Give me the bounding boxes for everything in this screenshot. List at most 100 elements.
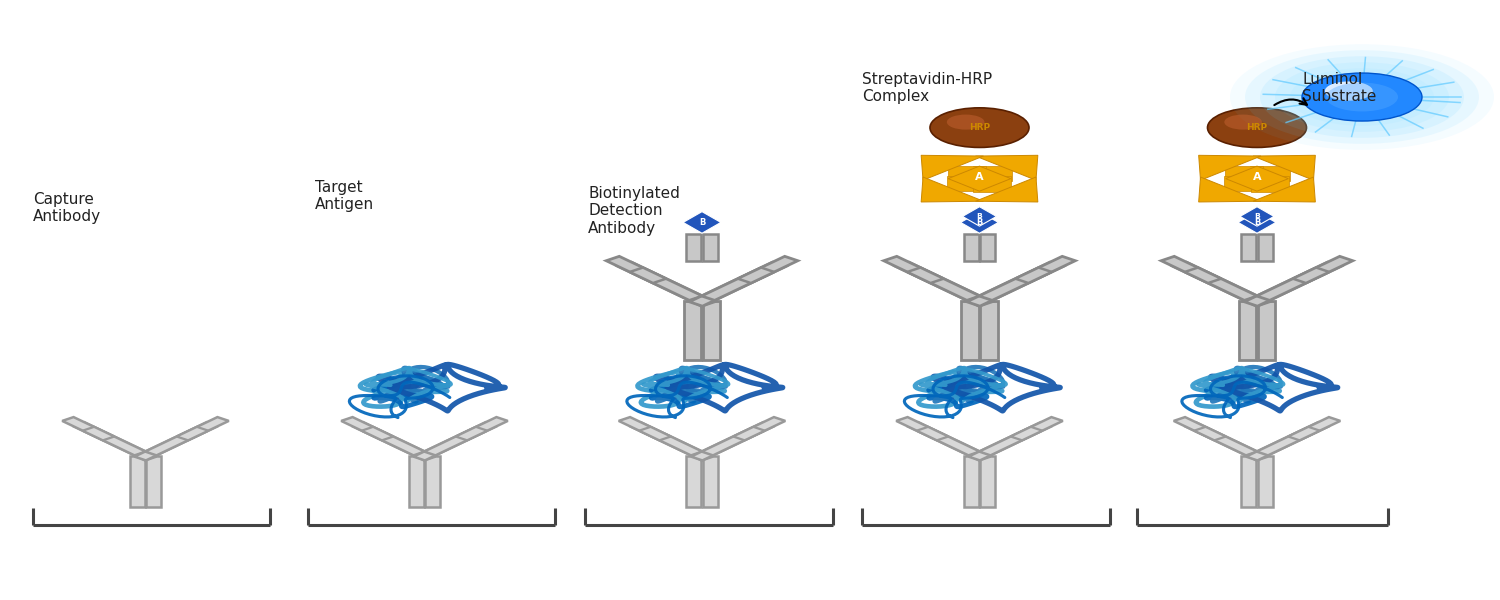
Circle shape — [1326, 83, 1398, 112]
Polygon shape — [362, 427, 393, 440]
Circle shape — [1290, 68, 1434, 126]
Polygon shape — [1258, 301, 1275, 360]
Circle shape — [1245, 50, 1479, 144]
Polygon shape — [1250, 166, 1290, 181]
Polygon shape — [702, 256, 798, 301]
Polygon shape — [410, 456, 423, 507]
Polygon shape — [921, 155, 984, 180]
Polygon shape — [690, 262, 786, 306]
Polygon shape — [1258, 456, 1272, 507]
Polygon shape — [1016, 268, 1052, 283]
Circle shape — [1260, 56, 1464, 138]
Polygon shape — [1185, 422, 1268, 460]
Polygon shape — [738, 268, 774, 283]
Polygon shape — [1239, 301, 1256, 360]
Text: HRP: HRP — [1246, 123, 1268, 132]
Polygon shape — [946, 176, 987, 191]
Text: B: B — [1254, 214, 1260, 220]
Circle shape — [1275, 62, 1449, 132]
Polygon shape — [704, 235, 718, 262]
Polygon shape — [981, 456, 994, 507]
Polygon shape — [1258, 235, 1274, 262]
Circle shape — [930, 108, 1029, 148]
Text: Capture
Antibody: Capture Antibody — [33, 192, 101, 224]
Polygon shape — [960, 212, 999, 233]
Polygon shape — [630, 422, 712, 460]
Polygon shape — [908, 422, 990, 460]
Text: Streptavidin-HRP
Complex: Streptavidin-HRP Complex — [862, 72, 993, 104]
Polygon shape — [962, 301, 978, 360]
Polygon shape — [896, 262, 992, 306]
Text: B: B — [976, 214, 982, 220]
Polygon shape — [686, 235, 700, 262]
Polygon shape — [1198, 177, 1262, 202]
Polygon shape — [921, 177, 984, 202]
Polygon shape — [1226, 166, 1288, 191]
Polygon shape — [1198, 155, 1262, 180]
Text: Biotinylated
Detection
Antibody: Biotinylated Detection Antibody — [588, 186, 680, 236]
Polygon shape — [964, 456, 978, 507]
Polygon shape — [1242, 456, 1256, 507]
Polygon shape — [147, 456, 160, 507]
Polygon shape — [1226, 166, 1263, 181]
Polygon shape — [1238, 212, 1276, 233]
Polygon shape — [974, 176, 1011, 191]
Polygon shape — [896, 417, 980, 455]
Polygon shape — [908, 268, 944, 283]
Polygon shape — [618, 262, 714, 306]
Polygon shape — [702, 417, 786, 455]
Polygon shape — [980, 256, 1076, 301]
Polygon shape — [1173, 262, 1269, 306]
Circle shape — [946, 115, 984, 130]
Polygon shape — [1245, 262, 1341, 306]
Polygon shape — [1224, 176, 1264, 191]
Polygon shape — [630, 268, 666, 283]
Polygon shape — [639, 427, 670, 440]
Polygon shape — [1161, 256, 1257, 301]
Polygon shape — [135, 422, 218, 460]
Polygon shape — [352, 422, 435, 460]
Polygon shape — [975, 177, 1038, 202]
Polygon shape — [1173, 417, 1257, 455]
Polygon shape — [1194, 427, 1225, 440]
Polygon shape — [975, 155, 1038, 180]
Text: A: A — [1252, 172, 1262, 182]
Polygon shape — [963, 207, 996, 226]
Polygon shape — [606, 256, 702, 301]
Polygon shape — [146, 417, 230, 455]
Text: Luminol
Substrate: Luminol Substrate — [1302, 72, 1377, 104]
Polygon shape — [981, 235, 996, 262]
Polygon shape — [1240, 207, 1274, 226]
Polygon shape — [414, 422, 497, 460]
Circle shape — [1230, 44, 1494, 150]
Polygon shape — [1011, 427, 1042, 440]
Polygon shape — [62, 417, 146, 455]
Polygon shape — [424, 417, 508, 455]
Polygon shape — [687, 456, 700, 507]
Polygon shape — [1257, 417, 1341, 455]
Polygon shape — [884, 256, 980, 301]
Polygon shape — [704, 301, 720, 360]
Polygon shape — [456, 427, 488, 440]
Polygon shape — [704, 456, 717, 507]
Text: B: B — [976, 218, 982, 227]
Polygon shape — [426, 456, 439, 507]
Polygon shape — [618, 417, 702, 455]
Polygon shape — [1251, 176, 1288, 191]
Circle shape — [1324, 82, 1372, 101]
Text: HRP: HRP — [969, 123, 990, 132]
Polygon shape — [963, 235, 978, 262]
Polygon shape — [130, 456, 144, 507]
Polygon shape — [948, 166, 1011, 191]
Polygon shape — [1293, 268, 1329, 283]
Polygon shape — [177, 427, 209, 440]
Text: Target
Antigen: Target Antigen — [315, 180, 374, 212]
Polygon shape — [1252, 177, 1316, 202]
Polygon shape — [74, 422, 156, 460]
Circle shape — [1224, 115, 1262, 130]
Polygon shape — [684, 301, 700, 360]
Polygon shape — [980, 417, 1064, 455]
Polygon shape — [916, 427, 948, 440]
Polygon shape — [1246, 422, 1329, 460]
Polygon shape — [969, 422, 1052, 460]
